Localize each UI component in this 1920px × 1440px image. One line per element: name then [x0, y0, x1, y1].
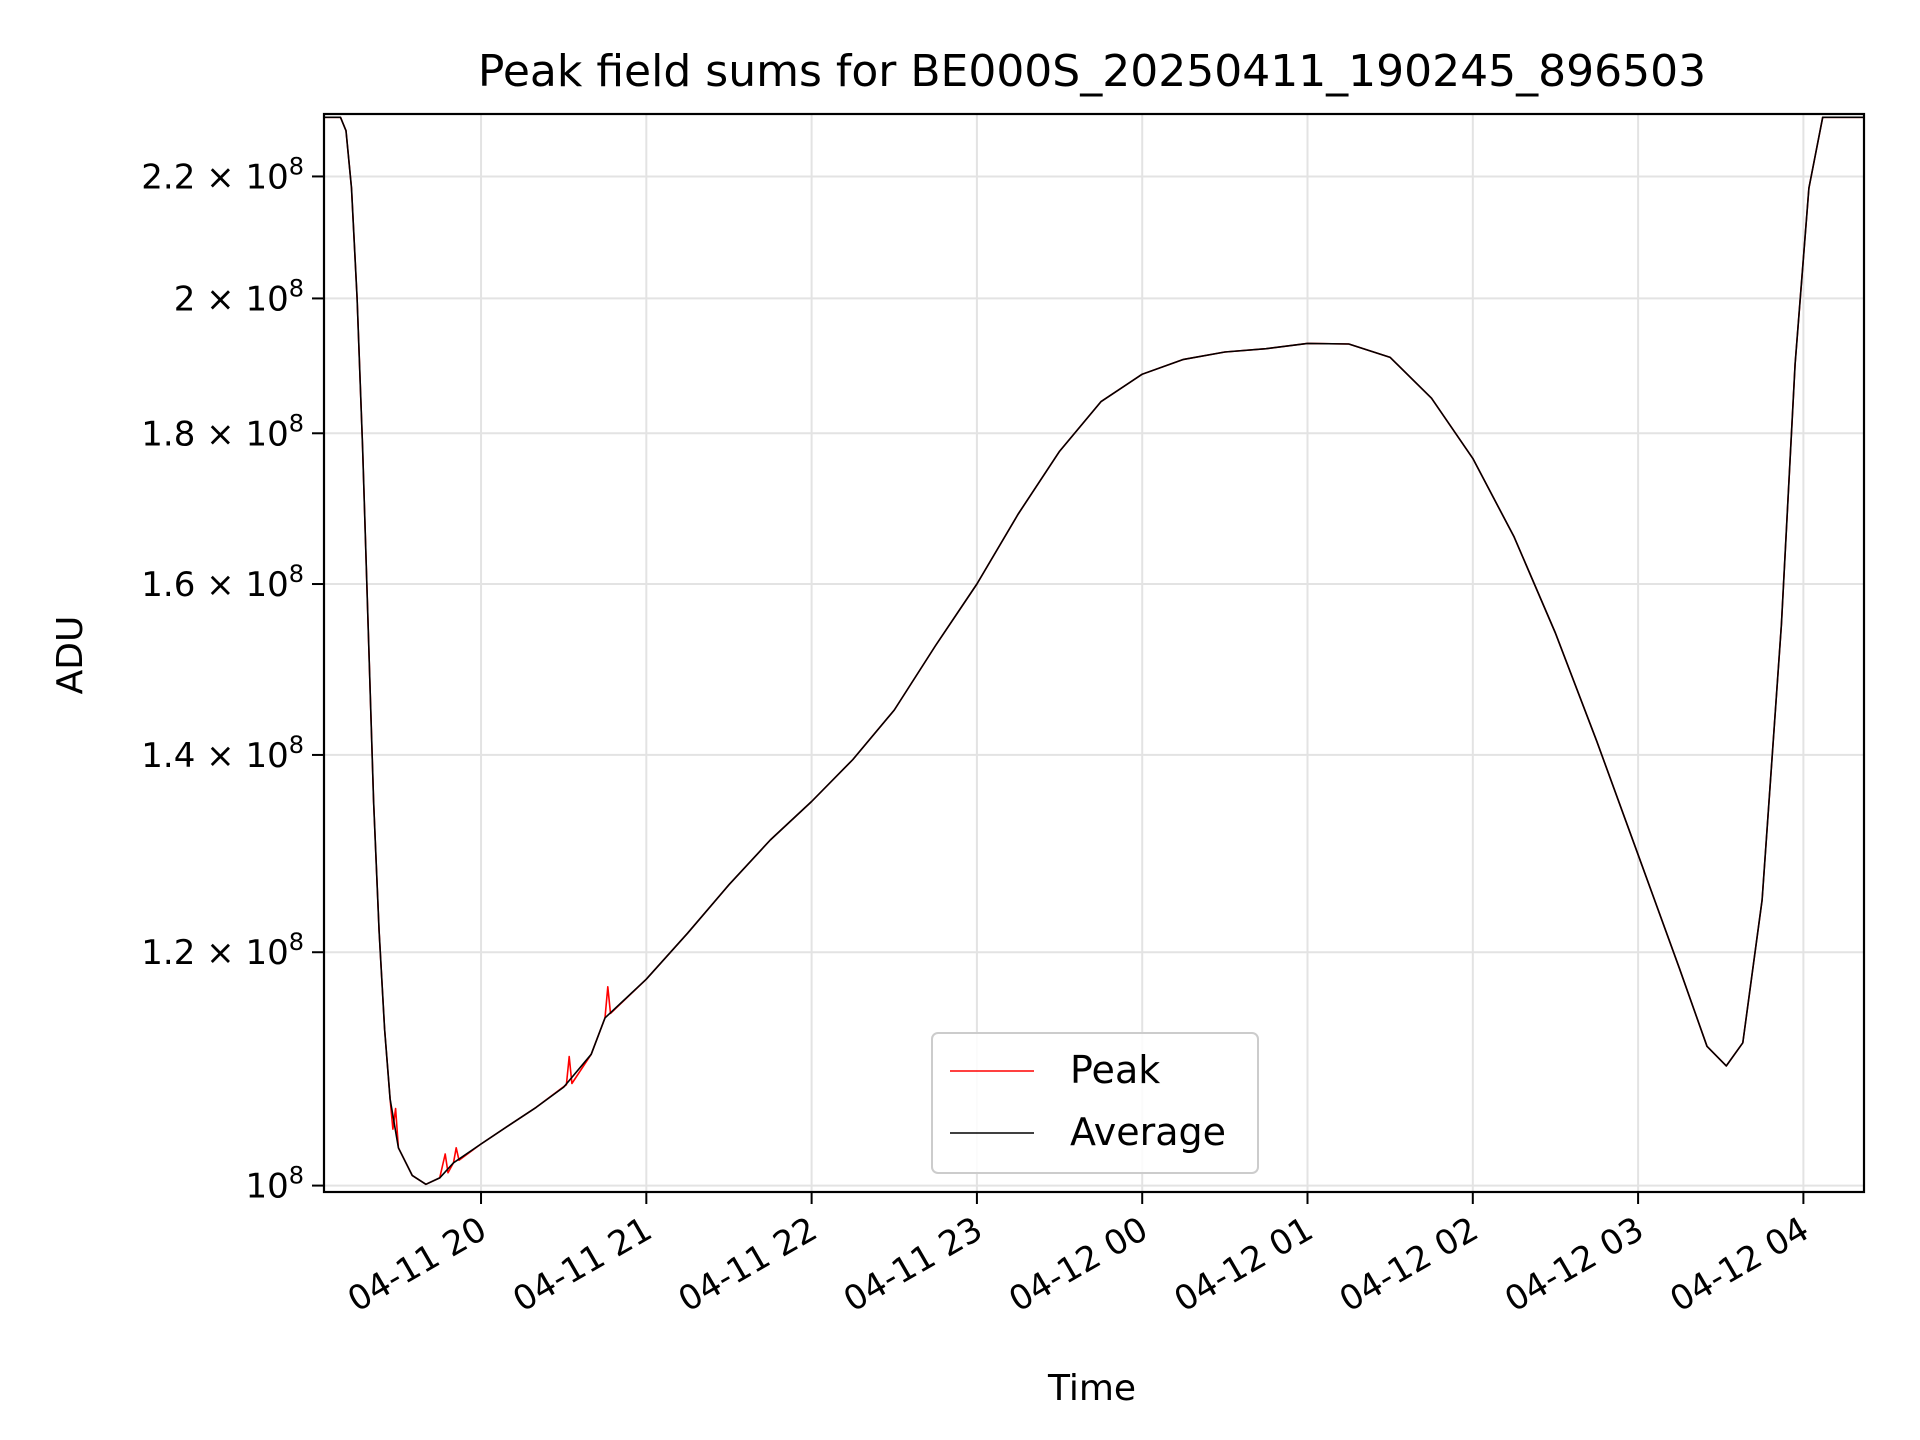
y-tick-label: 1.6 × 108	[141, 560, 304, 605]
y-axis: 108 1.2 × 108 1.4 × 108 1.6 × 108 1.8 × 108 2…	[141, 152, 324, 1207]
legend-label-average: Average	[1070, 1110, 1226, 1154]
y-axis-title: ADU	[50, 616, 91, 695]
legend-label-peak: Peak	[1070, 1048, 1160, 1092]
legend-box	[931, 1032, 1259, 1174]
y-tick-label: 1.4 × 108	[141, 731, 304, 776]
plot-frame	[322, 112, 1866, 1194]
x-axis-title: Time	[1047, 1368, 1136, 1409]
y-tick-label: 1.8 × 108	[141, 409, 304, 454]
series-line-average	[324, 116, 1864, 1186]
y-tick-label: 1.2 × 108	[141, 928, 304, 973]
y-tick-label: 2 × 108	[174, 274, 304, 319]
chart-title: Peak field sums for BE000S_20250411_1902…	[478, 46, 1706, 97]
grid	[324, 114, 1864, 1192]
series-layer	[324, 116, 1864, 1186]
y-tick-label: 108	[245, 1162, 304, 1207]
y-tick-label: 2.2 × 108	[141, 152, 304, 197]
legend: Peak Average	[931, 1032, 1259, 1174]
